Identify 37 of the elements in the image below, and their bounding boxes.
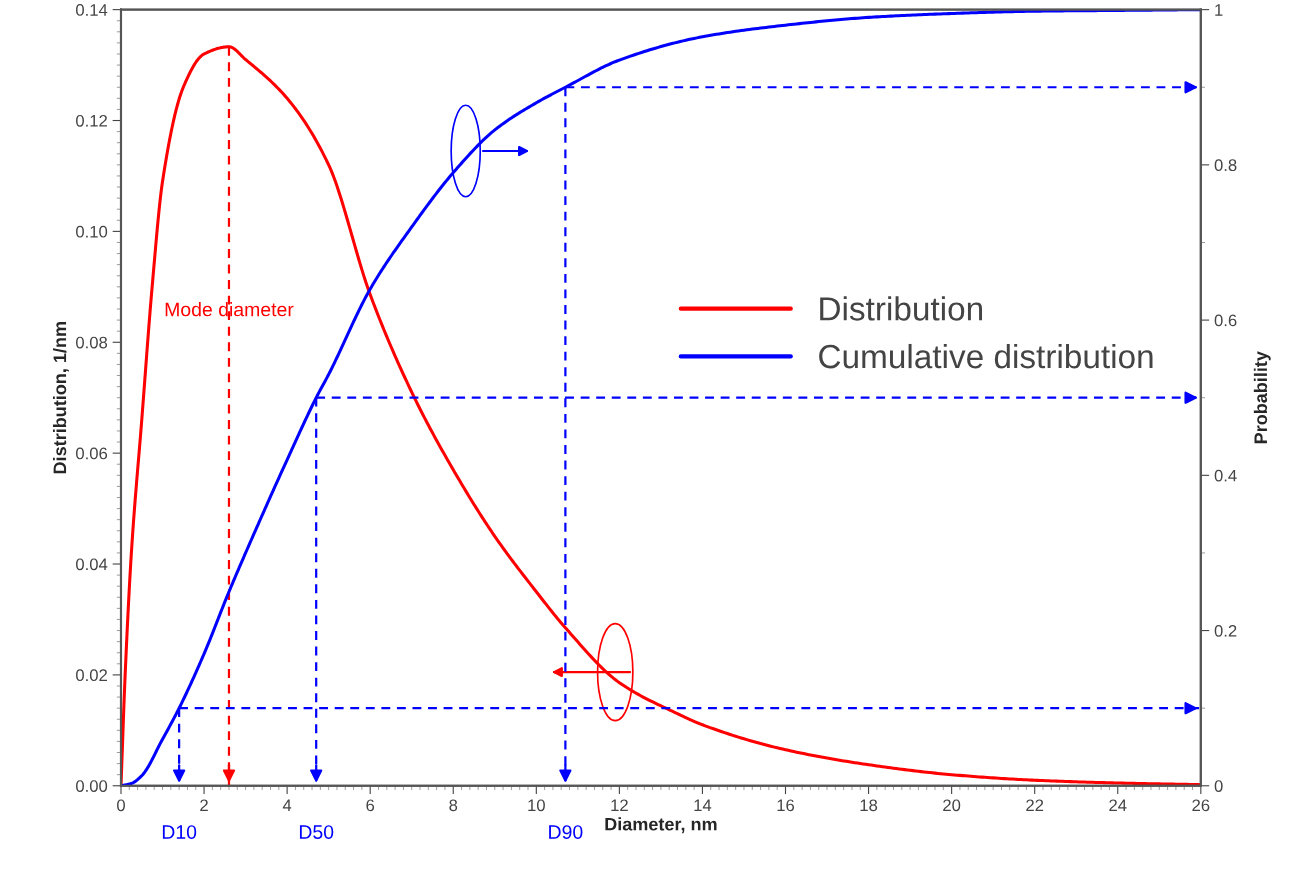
x-tick-label: 6 [366, 799, 375, 812]
y-tick-label: 0.06 [76, 447, 108, 460]
y2-axis-title: Probability [1253, 351, 1271, 444]
y2-tick-label: 0.2 [1214, 624, 1237, 637]
x-tick-label: 24 [1109, 799, 1127, 812]
ref-line-label: D90 [549, 825, 583, 839]
x-axis-title: Diameter, nm [605, 817, 717, 834]
y2-tick-label: 0.4 [1214, 469, 1237, 482]
ref-line-label: Mode diameter [165, 302, 294, 317]
x-tick-label: 0 [117, 799, 125, 812]
y-tick-label: 0.00 [76, 780, 108, 792]
x-tick-label: 12 [611, 799, 628, 812]
y2-tick-label: 0.8 [1214, 159, 1237, 172]
y-tick-label: 0.08 [76, 336, 108, 349]
x-tick-label: 14 [694, 799, 712, 812]
y-tick-label: 0.12 [76, 114, 107, 127]
x-tick-label: 8 [449, 799, 458, 812]
x-tick-label: 4 [282, 799, 292, 812]
x-tick-label: 20 [943, 799, 961, 812]
legend-label: Cumulative distribution [819, 343, 1153, 369]
y-axis-title: Distribution, 1/nm [52, 322, 69, 474]
y-tick-label: 0.02 [76, 669, 107, 682]
x-tick-label: 26 [1192, 799, 1210, 812]
ref-line-label: D50 [299, 825, 334, 839]
y2-tick-label: 0.6 [1214, 314, 1237, 327]
y2-tick-label: 1 [1215, 4, 1223, 16]
y-tick-label: 0.04 [76, 558, 108, 571]
x-tick-label: 2 [200, 799, 208, 812]
x-tick-label: 10 [528, 799, 545, 812]
ref-line-label: D10 [162, 825, 197, 839]
y2-tick-label: 0 [1214, 780, 1223, 792]
y-tick-label: 0.14 [76, 4, 108, 16]
x-tick-label: 22 [1026, 799, 1044, 812]
x-tick-label: 16 [777, 799, 795, 812]
y-tick-label: 0.10 [76, 225, 108, 238]
x-tick-label: 18 [860, 799, 878, 812]
legend-label: Distribution [820, 296, 983, 321]
